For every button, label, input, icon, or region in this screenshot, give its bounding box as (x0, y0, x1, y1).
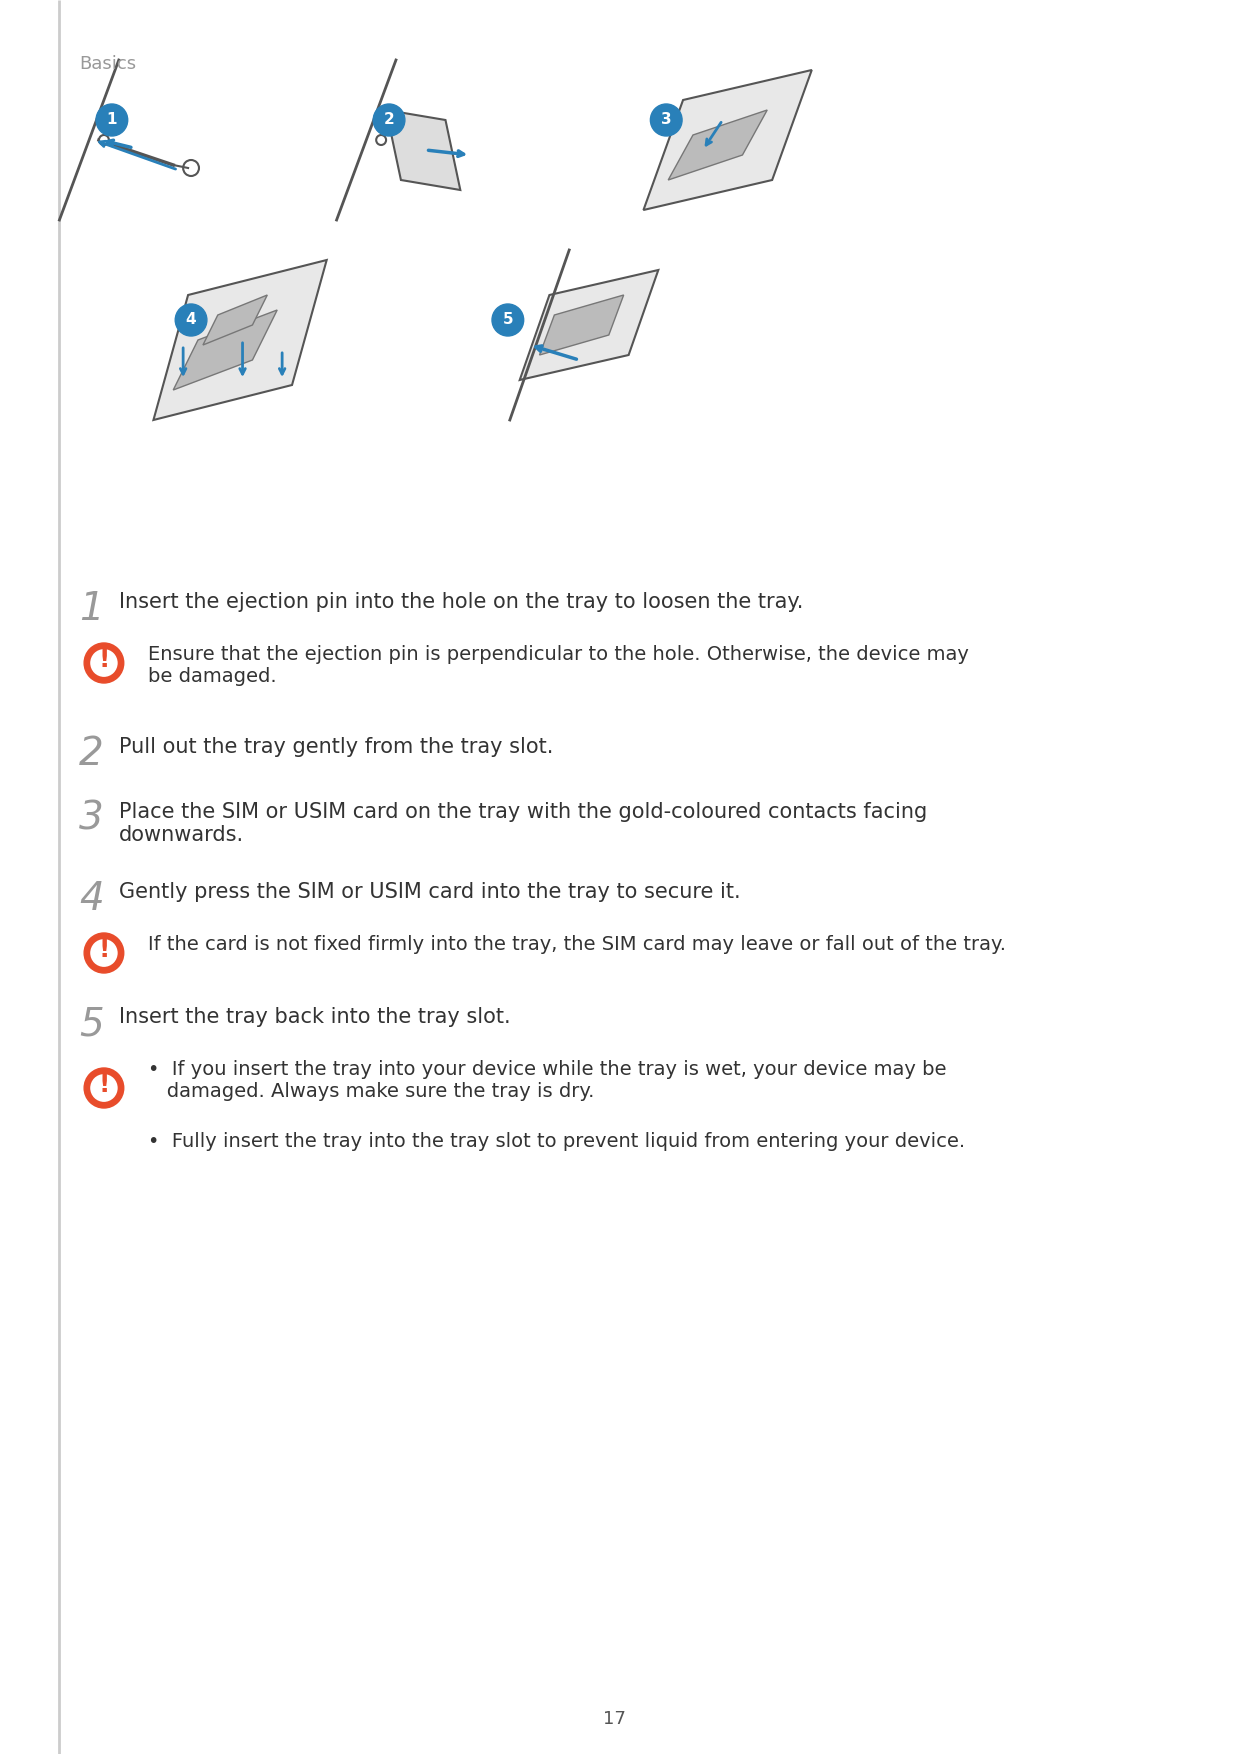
Circle shape (374, 103, 405, 137)
Polygon shape (644, 70, 812, 210)
Text: Gently press the SIM or USIM card into the tray to secure it.: Gently press the SIM or USIM card into t… (119, 882, 741, 902)
Circle shape (650, 103, 683, 137)
Text: Pull out the tray gently from the tray slot.: Pull out the tray gently from the tray s… (119, 737, 553, 758)
Text: Basics: Basics (79, 54, 137, 74)
Polygon shape (520, 270, 658, 381)
Text: 3: 3 (79, 800, 104, 838)
Polygon shape (154, 260, 326, 419)
Text: !: ! (98, 938, 109, 961)
Text: 2: 2 (79, 735, 104, 774)
Text: Insert the tray back into the tray slot.: Insert the tray back into the tray slot. (119, 1007, 510, 1028)
Circle shape (84, 644, 124, 682)
Text: 5: 5 (503, 312, 514, 328)
Circle shape (96, 103, 128, 137)
Text: 1: 1 (79, 589, 104, 628)
Text: 17: 17 (603, 1710, 627, 1728)
Text: 3: 3 (661, 112, 671, 128)
Text: •  Fully insert the tray into the tray slot to prevent liquid from entering your: • Fully insert the tray into the tray sl… (149, 1131, 965, 1151)
Text: Insert the ejection pin into the hole on the tray to loosen the tray.: Insert the ejection pin into the hole on… (119, 593, 803, 612)
Text: !: ! (98, 1073, 109, 1096)
Text: 4: 4 (186, 312, 196, 328)
Circle shape (99, 135, 109, 146)
Circle shape (175, 303, 207, 337)
Circle shape (88, 647, 120, 679)
Text: 1: 1 (107, 112, 117, 128)
Circle shape (88, 1072, 120, 1105)
Circle shape (84, 933, 124, 973)
Text: !: ! (98, 647, 109, 672)
Text: Ensure that the ejection pin is perpendicular to the hole. Otherwise, the device: Ensure that the ejection pin is perpendi… (149, 645, 969, 686)
Polygon shape (386, 111, 460, 189)
Circle shape (84, 1068, 124, 1109)
Circle shape (184, 160, 199, 175)
Text: 5: 5 (79, 1005, 104, 1044)
Polygon shape (174, 310, 277, 389)
Polygon shape (668, 111, 767, 181)
Polygon shape (204, 295, 267, 346)
Text: Place the SIM or USIM card on the tray with the gold-coloured contacts facing
do: Place the SIM or USIM card on the tray w… (119, 802, 927, 845)
Text: •  If you insert the tray into your device while the tray is wet, your device ma: • If you insert the tray into your devic… (149, 1059, 947, 1102)
Text: If the card is not fixed firmly into the tray, the SIM card may leave or fall ou: If the card is not fixed firmly into the… (149, 935, 1006, 954)
Circle shape (491, 303, 524, 337)
Polygon shape (540, 295, 624, 354)
Text: 2: 2 (383, 112, 395, 128)
Circle shape (88, 937, 120, 970)
Circle shape (376, 135, 386, 146)
Text: 4: 4 (79, 881, 104, 917)
